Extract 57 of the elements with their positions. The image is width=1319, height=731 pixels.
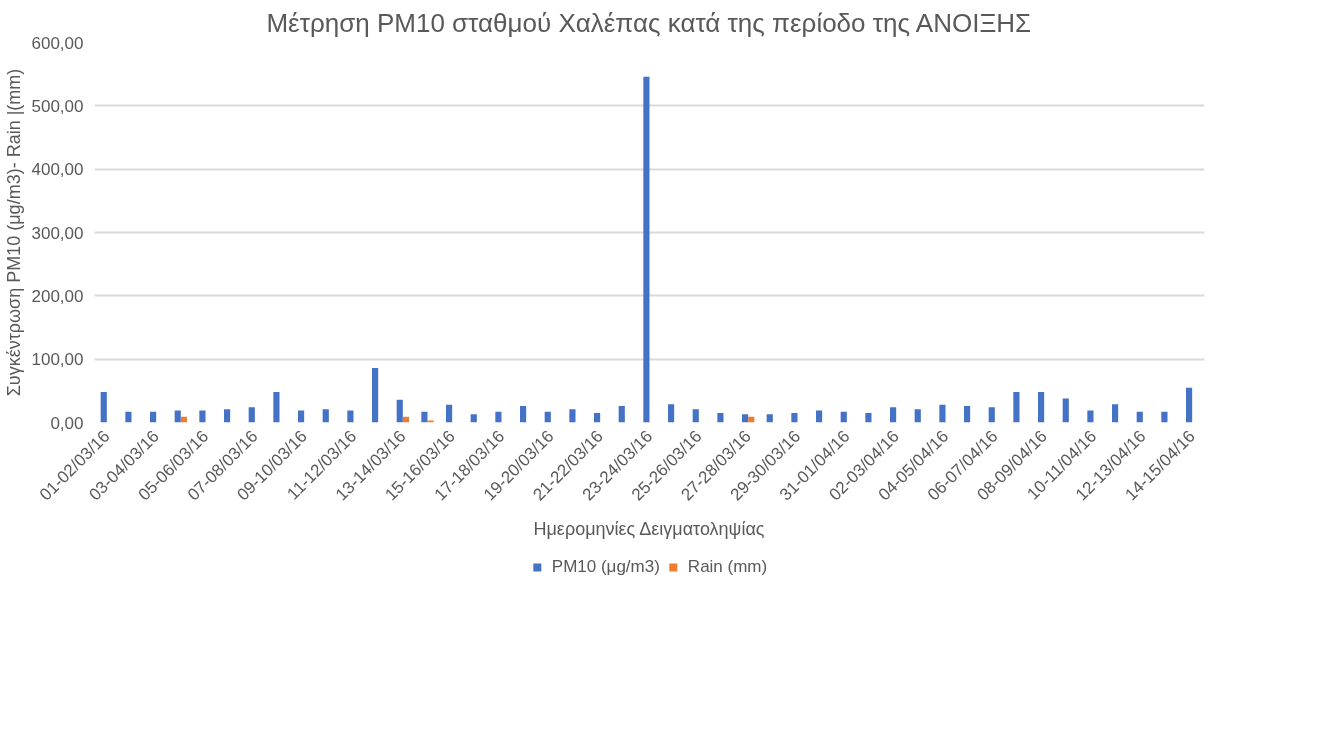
bar — [446, 404, 453, 423]
bar — [840, 411, 847, 423]
bar — [914, 409, 921, 423]
y-tick-label: 500,00 — [31, 96, 84, 116]
bar — [643, 76, 650, 423]
bar — [816, 410, 823, 423]
bar — [100, 392, 107, 423]
bar — [470, 414, 477, 423]
bar — [791, 413, 798, 423]
bar — [766, 414, 773, 423]
bar — [1087, 410, 1094, 423]
bar — [1038, 392, 1045, 423]
bar — [544, 411, 551, 423]
bar — [964, 406, 971, 423]
bar — [495, 411, 502, 423]
y-tick-label: 300,00 — [31, 223, 84, 243]
bar — [224, 409, 231, 423]
bar — [594, 413, 601, 423]
bar — [520, 406, 527, 423]
bar — [618, 406, 625, 423]
bar — [372, 368, 379, 423]
bar — [421, 411, 428, 423]
bar — [298, 410, 305, 423]
bar — [396, 399, 403, 423]
bar — [988, 407, 995, 423]
bar — [322, 409, 329, 423]
chart-title: Μέτρηση PM10 σταθμού Χαλέπας κατά της περίοδο της ΑΝΟΙΞΗΣ — [266, 7, 1032, 38]
bar — [569, 409, 576, 423]
y-axis-title: Συγκέντρωση PM10 (μg/m3)- Rain |(mm) — [3, 68, 24, 397]
bar — [248, 407, 255, 423]
bar — [125, 411, 132, 423]
bar — [273, 392, 280, 423]
bar — [1112, 404, 1119, 423]
bar — [742, 414, 749, 423]
bar — [1013, 392, 1020, 423]
bar — [1161, 411, 1168, 423]
bar — [347, 410, 354, 423]
legend-label: Rain (mm) — [687, 557, 768, 577]
bar — [1186, 387, 1193, 423]
bar — [174, 410, 181, 423]
y-tick-label: 600,00 — [31, 33, 84, 53]
bar — [692, 409, 699, 423]
bar — [717, 413, 724, 423]
bar — [865, 413, 872, 423]
bar — [199, 410, 206, 423]
y-tick-label: 200,00 — [31, 286, 84, 306]
y-tick-label: 400,00 — [31, 160, 84, 180]
bar — [668, 404, 675, 423]
x-axis-title: Ημερομηνίες Δειγματοληψίας — [533, 519, 765, 540]
bar — [1062, 398, 1069, 423]
legend-label: PM10 (μg/m3) — [551, 557, 660, 577]
y-tick-label: 100,00 — [31, 350, 84, 370]
bar — [1136, 411, 1143, 423]
bar — [939, 404, 946, 423]
y-tick-label: 0,00 — [50, 413, 84, 433]
bar — [890, 407, 897, 423]
bar — [150, 411, 157, 423]
